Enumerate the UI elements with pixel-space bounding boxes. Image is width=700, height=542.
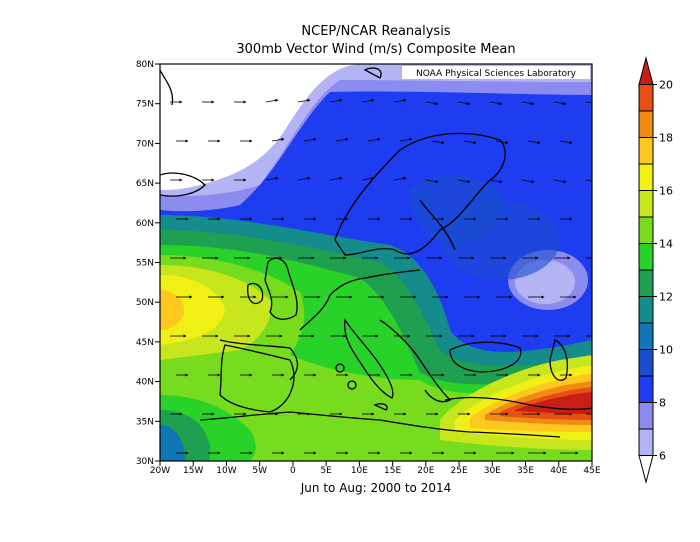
longitude-axis: 20W 15W 10W 5W 0 5E 10E 15E 20E 25E 30E 35E 40E 45E xyxy=(150,461,601,476)
wind-vector-arrow xyxy=(591,141,592,142)
colorbar-label: 18 xyxy=(659,132,673,145)
colorbar-bin xyxy=(638,269,654,297)
lon-tick-label: 30E xyxy=(484,466,501,476)
wind-vector-arrow xyxy=(303,137,317,142)
lat-tick-label: 70N xyxy=(136,139,154,149)
lon-tick-label: 20W xyxy=(150,466,170,476)
colorbar-bin xyxy=(638,216,654,244)
lat-tick-label: 60N xyxy=(136,219,154,229)
colorbar-bin xyxy=(638,110,654,138)
lat-tick-label: 55N xyxy=(136,259,154,269)
watermark-box xyxy=(402,66,590,79)
lon-tick-label: 0 xyxy=(290,466,296,476)
wind-vector-arrow xyxy=(553,179,567,184)
wind-vector-arrow xyxy=(361,176,375,181)
lat-tick-label: 65N xyxy=(136,179,154,189)
lat-tick-label: 30N xyxy=(136,457,154,467)
colorbar-bin xyxy=(638,296,654,324)
wind-vector-arrow xyxy=(367,137,381,142)
colorbar-label: 10 xyxy=(659,344,673,357)
colorbar-label: 8 xyxy=(659,397,666,410)
colorbar-bin xyxy=(638,243,654,271)
wind-vector-arrow xyxy=(457,179,471,184)
time-period-label: Jun to Aug: 2000 to 2014 xyxy=(300,481,452,495)
wind-vector-arrow xyxy=(393,176,407,181)
wind-vector-arrow xyxy=(335,137,349,142)
lon-tick-label: 25E xyxy=(451,466,468,476)
map-subtitle-variable: 300mb Vector Wind (m/s) Composite Mean xyxy=(236,42,516,57)
wind-vector-arrow xyxy=(489,179,503,184)
colorbar-bin-high xyxy=(638,56,654,85)
lat-tick-label: 75N xyxy=(136,100,154,110)
colorbar-label: 20 xyxy=(659,79,673,92)
lon-tick-label: 5E xyxy=(320,466,332,476)
lon-tick-label: 40E xyxy=(550,466,567,476)
noaa-watermark: NOAA Physical Sciences Laboratory xyxy=(416,69,577,79)
colorbar-bin xyxy=(638,322,654,350)
colorbar-bin xyxy=(638,375,654,403)
wind-vector-arrow xyxy=(399,137,413,142)
colorbar-bin xyxy=(638,137,654,165)
wind-vector-arrow xyxy=(425,179,439,184)
lon-tick-label: 45E xyxy=(583,466,600,476)
lat-tick-label: 80N xyxy=(136,60,154,70)
wind-vector-arrow xyxy=(329,98,343,103)
lon-tick-label: 10E xyxy=(351,466,368,476)
wind-speed-field xyxy=(160,64,592,461)
wind-vector-arrow xyxy=(361,98,375,103)
wind-vector-arrow xyxy=(521,101,535,106)
wind-vector-arrow xyxy=(585,101,592,104)
colorbar-bin xyxy=(638,163,654,191)
latitude-axis: 80N 75N 70N 65N 60N 55N 50N 45N 40N 35N 30N xyxy=(136,60,160,467)
lon-tick-label: 20E xyxy=(417,466,434,476)
lon-tick-label: 15W xyxy=(183,466,203,476)
wind-vector-arrow xyxy=(521,179,535,184)
wind-vector-arrow xyxy=(265,176,279,181)
wind-vectors xyxy=(170,98,592,455)
lat-tick-label: 40N xyxy=(136,378,154,388)
colorbar-bin xyxy=(638,190,654,218)
map-title: NCEP/NCAR Reanalysis xyxy=(301,24,451,39)
wind-vector-arrow xyxy=(457,101,471,106)
wind-vector-arrow xyxy=(553,101,567,106)
colorbar-bin-low xyxy=(638,455,654,484)
wind-vector-arrow xyxy=(495,140,509,145)
lat-tick-label: 50N xyxy=(136,298,154,308)
lat-tick-label: 35N xyxy=(136,417,154,427)
wind-vector-arrow xyxy=(527,140,541,145)
lon-tick-label: 10W xyxy=(216,466,236,476)
colorbar-bin xyxy=(638,84,654,112)
colorbar-label: 6 xyxy=(659,450,666,463)
wind-vector-arrow xyxy=(297,98,311,103)
colorbar-bin xyxy=(638,402,654,430)
wind-vector-arrow xyxy=(489,101,503,106)
wind-vector-arrow xyxy=(393,98,407,103)
colorbar-label: 12 xyxy=(659,291,673,304)
wind-vector-arrow xyxy=(463,140,477,145)
wind-vector-arrow xyxy=(585,179,592,182)
colorbar-label: 14 xyxy=(659,238,673,251)
lon-tick-label: 35E xyxy=(517,466,534,476)
lat-tick-label: 45N xyxy=(136,338,154,348)
colorbar-label: 16 xyxy=(659,185,673,198)
colorbar: 6 8 10 12 14 16 18 20 xyxy=(638,56,673,484)
lon-tick-label: 15E xyxy=(384,466,401,476)
wind-vector-arrow xyxy=(265,98,279,103)
colorbar-bin xyxy=(638,428,654,456)
wind-vector-arrow xyxy=(431,140,445,145)
wind-vector-arrow xyxy=(559,140,573,145)
wind-vector-arrow xyxy=(425,101,439,106)
lon-tick-label: 5W xyxy=(252,466,267,476)
wind-vector-arrow xyxy=(297,176,311,181)
coastlines xyxy=(160,67,592,438)
wind-vector-arrow xyxy=(329,176,343,181)
wind-vector-arrow xyxy=(271,137,285,142)
colorbar-bin xyxy=(638,349,654,377)
